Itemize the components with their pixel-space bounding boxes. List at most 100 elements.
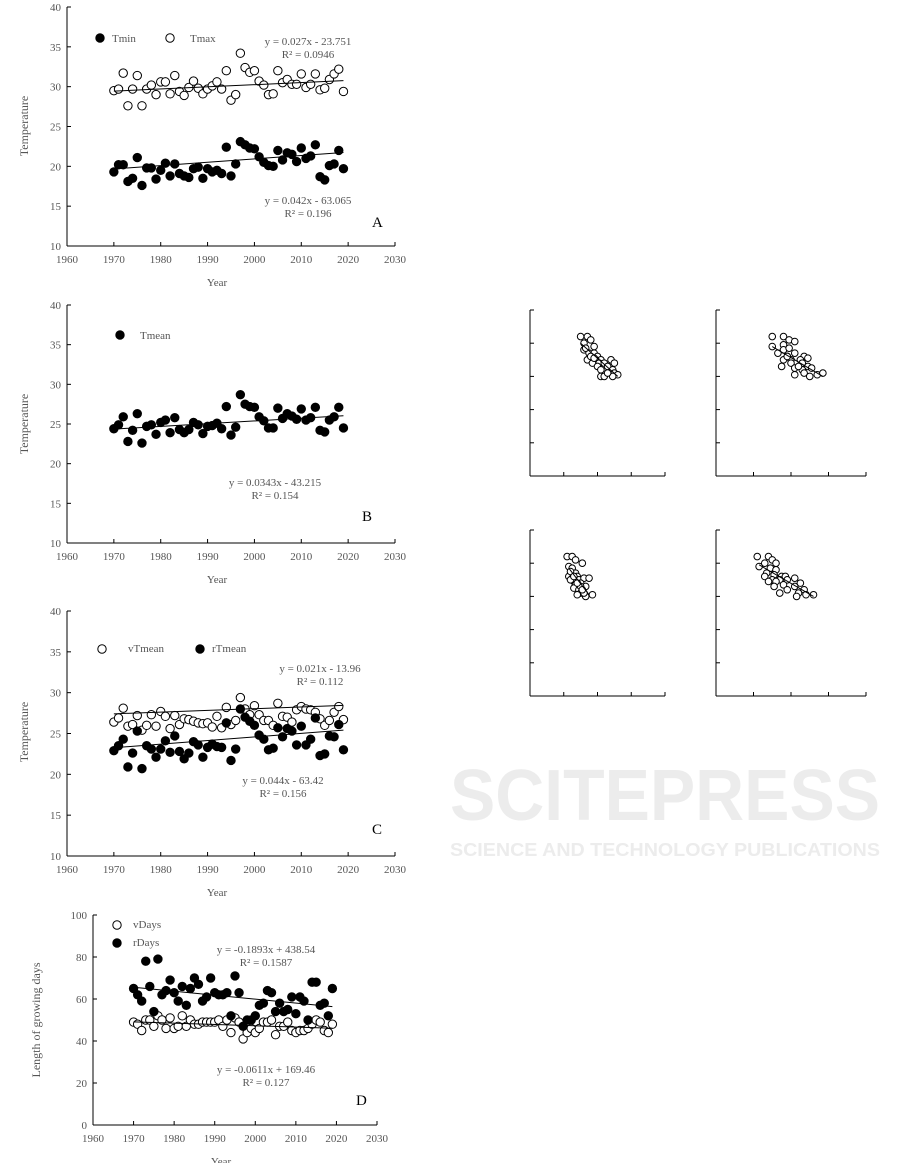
data-point [790, 574, 799, 582]
y-axis-title: Temperature [17, 394, 31, 454]
series-vtmean [109, 692, 349, 735]
data-point [305, 79, 316, 89]
data-point [137, 180, 147, 191]
chart-d: 1960 1970 1980 1990 2000 2010 2020 2030 0 20 40 60 8… [29, 910, 389, 1163]
data-point [277, 155, 288, 165]
y-tick-label: 15 [50, 498, 62, 510]
data-point [198, 173, 208, 183]
y-tick-label: 20 [76, 1078, 88, 1090]
y-tick-label: 10 [50, 851, 62, 863]
x-tick-label: 2000 [243, 864, 266, 876]
data-point [123, 101, 133, 111]
data-point [610, 359, 619, 367]
data-point [160, 736, 171, 746]
data-point [137, 438, 147, 448]
x-tick-label: 1970 [103, 254, 126, 266]
data-point [127, 84, 138, 94]
legend-item: Tmin [95, 33, 136, 45]
data-point [338, 86, 349, 97]
data-point [149, 1021, 159, 1032]
data-point [779, 332, 788, 341]
data-point [127, 748, 138, 758]
data-point [123, 436, 133, 447]
data-point [576, 332, 585, 341]
data-point [230, 971, 240, 981]
data-point [165, 747, 175, 757]
data-point [273, 66, 283, 76]
data-point [258, 998, 269, 1008]
x-tick-label: 1980 [150, 551, 173, 563]
series-tmax [109, 48, 349, 111]
watermark: SCITEPRESS SCIENCE AND TECHNOLOGY PUBLIC… [450, 756, 880, 860]
data-point [193, 740, 203, 750]
y-axis-title: Temperature [17, 96, 31, 156]
data-point [226, 430, 236, 440]
x-tick-label: 1970 [123, 1133, 146, 1145]
data-point [153, 954, 163, 964]
data-point [226, 1011, 236, 1021]
data-point [230, 715, 241, 726]
data-point [137, 101, 147, 111]
data-point [170, 710, 180, 721]
y-tick-label: 80 [76, 952, 88, 964]
x-axis-title: Year [207, 277, 228, 289]
x-axis-title: Year [211, 1156, 232, 1163]
legend-label: Tmin [112, 33, 136, 45]
data-point [770, 582, 778, 591]
y-tick-label: 20 [50, 161, 62, 173]
data-point [268, 161, 278, 172]
data-point [222, 988, 232, 998]
legend-item: vDays [112, 919, 161, 931]
data-point [149, 1006, 159, 1017]
data-point [151, 174, 161, 184]
data-point [790, 337, 799, 346]
x-tick-label: 2020 [337, 864, 360, 876]
watermark-main: SCITEPRESS [450, 756, 880, 836]
y-tick-label: 10 [50, 538, 62, 550]
data-point [287, 726, 297, 736]
y-tick-label: 35 [50, 340, 62, 352]
data-point [273, 403, 283, 413]
data-point [291, 740, 302, 750]
data-point [230, 744, 241, 754]
data-point [334, 719, 344, 730]
trend-r2: R² = 0.112 [297, 676, 344, 688]
x-tick-label: 1980 [150, 864, 173, 876]
y-tick-label: 25 [50, 419, 62, 431]
y-tick-label: 40 [50, 300, 62, 312]
data-point [230, 159, 241, 169]
data-point [132, 408, 142, 419]
x-tick-label: 1960 [56, 254, 79, 266]
y-tick-label: 15 [50, 810, 62, 822]
legend-label: rTmean [212, 643, 247, 655]
legend-label: Tmax [190, 33, 216, 45]
data-point [315, 1017, 325, 1027]
y-tick-label: 35 [50, 42, 62, 54]
x-tick-label: 1970 [103, 551, 126, 563]
data-point [787, 359, 795, 367]
data-point [198, 752, 208, 762]
data-point [235, 389, 246, 400]
data-point [291, 414, 302, 424]
data-point [311, 977, 321, 987]
trend-line [580, 342, 619, 377]
trend-equation: y = -0.1893x + 438.54 [217, 944, 316, 956]
data-point [324, 715, 335, 726]
data-point [588, 590, 597, 599]
data-point [327, 983, 338, 994]
y-tick-label: 35 [50, 647, 62, 659]
data-point [249, 66, 260, 76]
trend-line [113, 152, 344, 170]
data-point [570, 572, 578, 581]
data-point [790, 370, 799, 379]
legend-item: Tmax [165, 33, 216, 45]
data-point [277, 732, 288, 742]
data-point [291, 79, 302, 89]
data-point [169, 988, 179, 998]
data-point [156, 744, 166, 754]
data-point [283, 1017, 293, 1027]
data-point [151, 721, 161, 731]
data-point [586, 336, 595, 344]
trend-line [133, 986, 333, 1008]
chart-b: 1960 1970 1980 1990 2000 2010 2020 2030 10 15 20 25… [17, 300, 407, 586]
